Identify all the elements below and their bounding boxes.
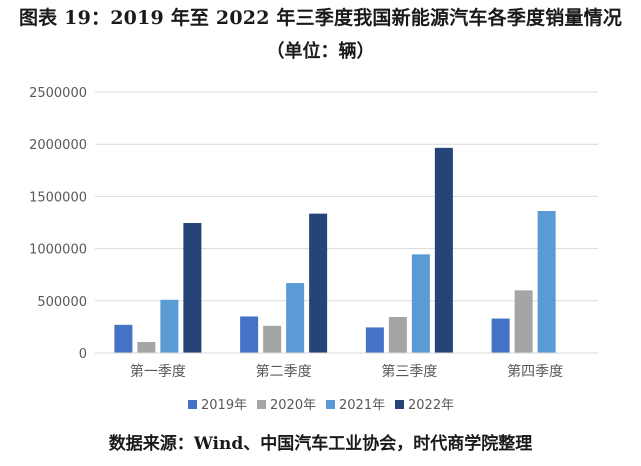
legend-item: 2021年	[326, 398, 385, 413]
y-tick-label: 2500000	[29, 86, 87, 101]
legend-swatch	[395, 400, 404, 409]
bar	[388, 316, 407, 353]
x-tick-label: 第四季度	[507, 363, 563, 380]
x-tick-label: 第一季度	[130, 363, 186, 380]
legend-label: 2022年	[408, 398, 454, 413]
y-tick-label: 0	[79, 347, 87, 362]
legend-item: 2019年	[188, 398, 247, 413]
y-tick-label: 1500000	[29, 190, 87, 205]
bar	[240, 316, 259, 353]
bar	[263, 325, 282, 353]
gridlines	[95, 91, 598, 302]
bar	[286, 283, 305, 353]
legend-label: 2019年	[201, 398, 247, 413]
data-source-note: 数据来源：Wind、中国汽车工业协会，时代商学院整理	[108, 434, 533, 454]
legend-swatch	[326, 400, 335, 409]
bar	[114, 324, 133, 353]
y-tick-label: 500000	[37, 295, 87, 310]
bar	[514, 290, 533, 353]
bars	[114, 147, 556, 353]
bar	[365, 327, 384, 353]
bar	[434, 147, 453, 353]
y-axis-tick-labels: 0 500000 1000000 1500000 2000000 2500000	[29, 86, 87, 362]
legend-swatch	[188, 400, 197, 409]
x-tick-label: 第三季度	[381, 363, 437, 380]
y-tick-label: 2000000	[29, 138, 87, 153]
bar	[537, 211, 556, 353]
legend: 2019年 2020年 2021年 2022年	[188, 398, 454, 413]
bar	[309, 213, 328, 353]
legend-label: 2021年	[339, 398, 385, 413]
chart-unit-subtitle: （单位：辆）	[266, 41, 375, 62]
legend-label: 2020年	[270, 398, 316, 413]
bar	[183, 223, 202, 353]
x-axis-tick-labels: 第一季度 第二季度 第三季度 第四季度	[130, 363, 563, 380]
bar	[160, 299, 179, 353]
legend-item: 2020年	[257, 398, 316, 413]
y-tick-label: 1000000	[29, 243, 87, 258]
bar	[491, 318, 510, 353]
x-tick-label: 第二季度	[256, 363, 312, 380]
chart-title: 图表 19：2019 年至 2022 年三季度我国新能源汽车各季度销量情况	[18, 7, 623, 29]
bar	[411, 254, 430, 353]
legend-item: 2022年	[395, 398, 454, 413]
bar	[137, 342, 156, 353]
legend-swatch	[257, 400, 266, 409]
